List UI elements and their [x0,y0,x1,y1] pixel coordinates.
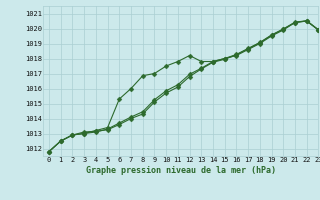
X-axis label: Graphe pression niveau de la mer (hPa): Graphe pression niveau de la mer (hPa) [86,166,276,175]
